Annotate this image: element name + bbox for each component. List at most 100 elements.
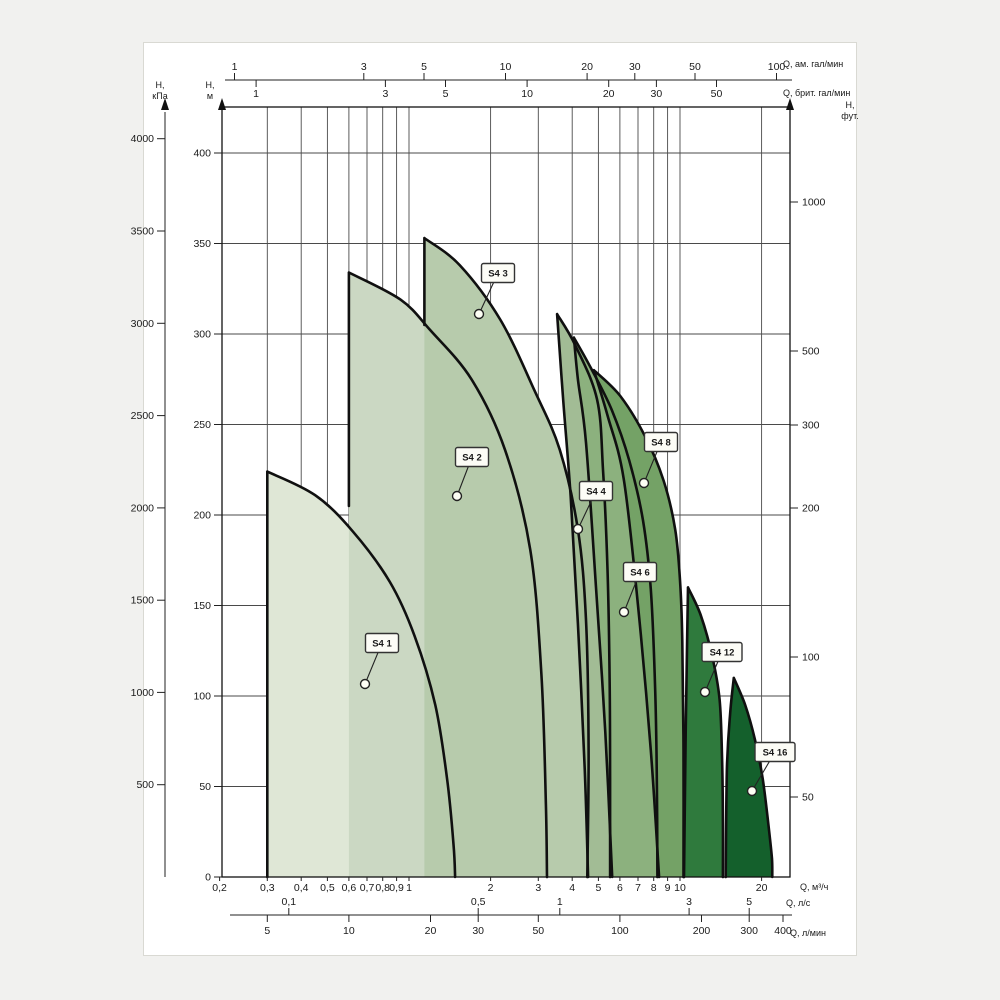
tick-label: 0,5 — [471, 896, 486, 908]
series-dot-s4-1 — [359, 678, 371, 690]
series-label-s4-1: S4 1 — [372, 639, 392, 650]
region-outline-s4-3 — [423, 236, 590, 879]
region-outline-s4-6 — [572, 336, 659, 879]
region-fill-s4-12 — [684, 587, 723, 877]
tick-label: 30 — [651, 88, 663, 100]
tick-label: 1000 — [131, 687, 155, 699]
tick-label: 100 — [802, 652, 820, 664]
tick-label: 200 — [802, 503, 820, 515]
tick-label: 100 — [193, 691, 211, 703]
tick-label: 0 — [205, 872, 211, 884]
tick-label: 150 — [193, 600, 211, 612]
plot-frame — [221, 106, 791, 878]
region-fill-s4-6 — [573, 337, 658, 878]
bottom-m3h-axis-label: Q, м³/ч — [800, 882, 829, 892]
tick-label: 300 — [740, 925, 758, 937]
series-dot-s4-3 — [473, 308, 485, 320]
tick-label: 20 — [581, 61, 593, 73]
tick-label: 0,2 — [212, 882, 227, 894]
tick-label: 0,7 — [360, 882, 375, 894]
tick-label: 20 — [603, 88, 615, 100]
series-label-box-s4-6 — [622, 561, 658, 583]
tick-label: 500 — [802, 346, 820, 358]
tick-label: 1000 — [802, 197, 826, 209]
tick-label: 3 — [686, 896, 692, 908]
bottom-ls-axis-label: Q, л/с — [786, 898, 811, 908]
series-dot-s4-4 — [572, 523, 584, 535]
top-imp-axis-label: Q, брит. гал/мин — [783, 88, 850, 98]
series-label-box-s4-3 — [480, 262, 516, 284]
tick-label: 1 — [557, 896, 563, 908]
tick-label: 0,4 — [294, 882, 309, 894]
series-dot-s4-2 — [451, 490, 463, 502]
region-outline-s4-16 — [724, 676, 774, 879]
series-dot-s4-12 — [699, 686, 711, 698]
series-label-s4-16: S4 16 — [763, 748, 788, 759]
series-dot-s4-6 — [618, 606, 630, 618]
series-dot-s4-16 — [746, 785, 758, 797]
tick-label: 1 — [253, 88, 259, 100]
tick-label: 0,8 — [375, 882, 390, 894]
tick-label: 30 — [472, 925, 484, 937]
left-kpa-axis-label-2: кПа — [152, 91, 167, 101]
tick-label: 1 — [232, 61, 238, 73]
tick-label: 5 — [421, 61, 427, 73]
tick-label: 300 — [193, 329, 211, 341]
tick-label: 10 — [674, 882, 686, 894]
tick-label: 4 — [569, 882, 575, 894]
tick-label: 9 — [665, 882, 671, 894]
bottom-lmin-axis-label: Q, л/мин — [790, 928, 826, 938]
tick-label: 6 — [617, 882, 623, 894]
plot-border — [221, 106, 791, 878]
tick-label: 0,9 — [389, 882, 404, 894]
left-m-axis-label-2: м — [207, 91, 213, 101]
tick-label: 50 — [199, 781, 211, 793]
series-label-box-s4-2 — [454, 446, 490, 468]
tick-label: 350 — [193, 238, 211, 250]
series-label-s4-4: S4 4 — [586, 487, 606, 498]
tick-label: 100 — [611, 925, 629, 937]
region-fill-s4-16 — [725, 677, 773, 877]
tick-label: 50 — [711, 88, 723, 100]
series-dot-s4-8 — [638, 477, 650, 489]
tick-label: 10 — [500, 61, 512, 73]
tick-label: 50 — [532, 925, 544, 937]
tick-label: 50 — [689, 61, 701, 73]
tick-label: 250 — [193, 419, 211, 431]
series-label-s4-8: S4 8 — [651, 438, 671, 449]
tick-label: 10 — [343, 925, 355, 937]
tick-label: 30 — [629, 61, 641, 73]
top-us-axis-label: Q, ам. гал/мин — [783, 59, 843, 69]
tick-label: 0,1 — [281, 896, 296, 908]
tick-label: 5 — [595, 882, 601, 894]
axis-arrow-icon — [218, 98, 226, 110]
series-label-box-s4-16 — [754, 741, 796, 763]
region-fill-s4-3 — [424, 238, 589, 878]
left-m-axis-label-1: H, — [206, 80, 215, 90]
region-fill-s4-8 — [593, 370, 684, 877]
tick-label: 20 — [756, 882, 768, 894]
series-labels: S4 1 S4 2 S4 3 S4 4 S4 6 S4 8 S4 12 S4 16 — [359, 262, 796, 797]
axis-unit-labels: Q, ам. гал/мин Q, брит. гал/мин Q, м³/ч … — [152, 59, 858, 938]
tick-label: 2000 — [131, 502, 155, 514]
tick-label: 10 — [521, 88, 533, 100]
region-fills — [267, 238, 773, 878]
region-outline-s4-12 — [682, 586, 725, 879]
tick-label: 3500 — [131, 226, 155, 238]
tick-label: 3000 — [131, 318, 155, 330]
series-label-s4-12: S4 12 — [710, 648, 735, 659]
series-label-box-s4-8 — [643, 431, 679, 453]
tick-label: 3 — [535, 882, 541, 894]
right-ft-axis-label-2: фут. — [841, 111, 858, 121]
tick-label: 2 — [488, 882, 494, 894]
tick-label: 0,3 — [260, 882, 275, 894]
tick-label: 0,6 — [342, 882, 357, 894]
right-ft-axis-label-1: H, — [846, 100, 855, 110]
series-label-box-s4-12 — [701, 641, 743, 663]
tick-label: 2500 — [131, 410, 155, 422]
tick-label: 4000 — [131, 133, 155, 145]
tick-label: 20 — [425, 925, 437, 937]
